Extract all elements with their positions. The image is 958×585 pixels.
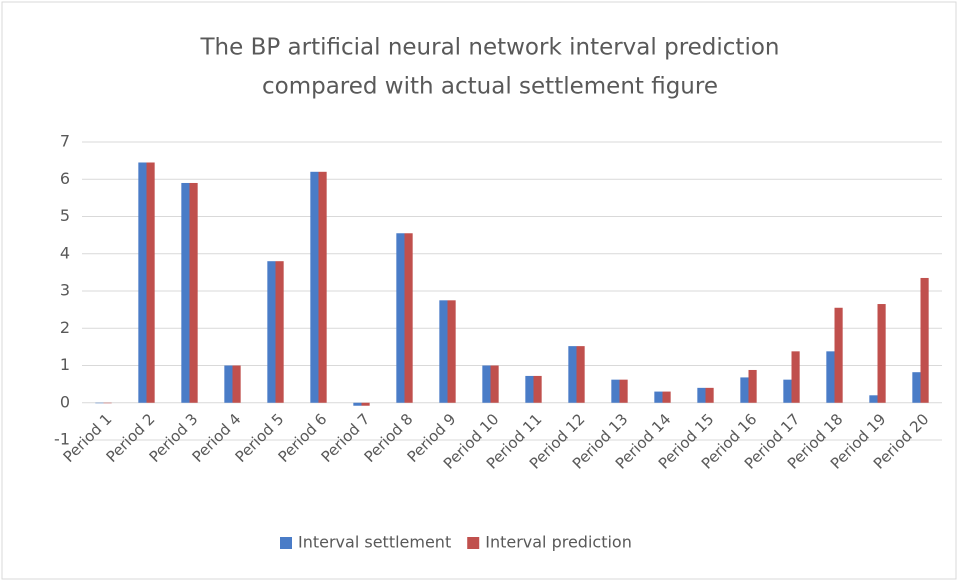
bar (447, 300, 456, 403)
bar (490, 365, 499, 403)
bar (361, 402, 370, 406)
bar (95, 402, 104, 404)
legend-swatch (280, 537, 292, 549)
bar (869, 395, 878, 403)
bar (705, 387, 714, 403)
bar (189, 182, 198, 403)
bar (396, 233, 405, 403)
y-tick-label: 3 (60, 281, 70, 300)
bar (576, 346, 585, 403)
bar (533, 375, 542, 403)
y-tick-label: 2 (60, 318, 70, 337)
bar (791, 351, 800, 403)
bar (877, 304, 886, 403)
bar (611, 379, 620, 403)
bar (267, 261, 276, 403)
bar (318, 171, 327, 403)
bar (834, 307, 843, 403)
y-tick-label: 1 (60, 355, 70, 374)
bar (697, 387, 706, 403)
y-tick-label: 7 (60, 132, 70, 151)
bar (439, 300, 448, 403)
bar (310, 171, 319, 403)
y-tick-label: 5 (60, 206, 70, 225)
y-tick-label: 4 (60, 243, 70, 262)
bar (404, 233, 413, 403)
y-tick-label: -1 (54, 430, 70, 449)
bar (146, 162, 155, 403)
bar (525, 375, 534, 403)
legend-label: Interval prediction (485, 533, 632, 552)
bar (912, 372, 921, 403)
bar (275, 261, 284, 403)
bar (181, 182, 190, 403)
y-tick-label: 6 (60, 169, 70, 188)
bar (920, 277, 929, 403)
bar (619, 379, 628, 403)
bar (748, 369, 757, 403)
bar (103, 402, 112, 404)
bar (353, 402, 362, 406)
legend-label: Interval settlement (298, 533, 451, 552)
bar (568, 346, 577, 403)
bar (783, 379, 792, 403)
bar (654, 391, 663, 403)
bar (662, 391, 671, 403)
bar (232, 365, 241, 403)
bar (138, 162, 147, 403)
legend-swatch (467, 537, 480, 549)
chart-title: The BP artificial neural network interva… (200, 35, 780, 61)
y-tick-label: 0 (60, 392, 70, 411)
bar (482, 365, 491, 403)
chart-title: compared with actual settlement figure (262, 74, 718, 100)
bar (740, 377, 749, 403)
bar (826, 351, 835, 403)
bar (224, 365, 233, 403)
